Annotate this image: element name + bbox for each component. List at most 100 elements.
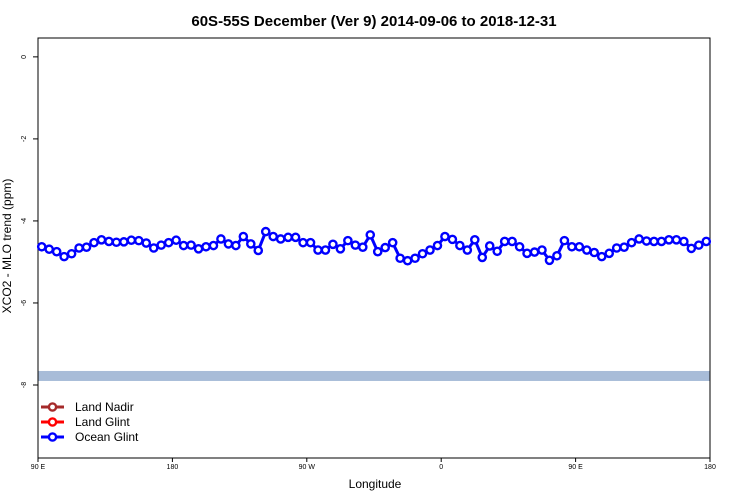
legend-marker: [47, 417, 58, 427]
data-point: [133, 235, 144, 246]
data-point: [455, 240, 465, 251]
data-point: [126, 235, 137, 246]
data-point: [440, 231, 450, 242]
data-point: [59, 251, 69, 262]
data-point: [626, 237, 637, 248]
y-tick-label: -8: [21, 382, 28, 388]
data-point: [484, 241, 495, 251]
data-point: [350, 240, 361, 250]
y-tick-label: -4: [21, 218, 28, 224]
x-axis-label: Longitude: [349, 477, 402, 491]
x-tick-label: 90 E: [568, 464, 583, 471]
data-point: [343, 235, 353, 246]
data-point: [499, 236, 510, 247]
x-tick-label: 180: [704, 464, 716, 471]
data-point: [596, 251, 607, 262]
data-point: [268, 231, 279, 242]
data-point: [163, 237, 174, 248]
data-point: [44, 244, 55, 255]
data-point: [208, 240, 219, 251]
data-point: [178, 240, 189, 251]
data-point: [410, 253, 420, 264]
data-point: [507, 236, 517, 247]
data-point: [417, 248, 428, 259]
data-point: [567, 241, 577, 252]
data-point: [686, 243, 697, 254]
x-tick-label: 90 W: [299, 464, 316, 471]
data-point: [66, 248, 77, 259]
data-point: [104, 236, 114, 247]
data-point: [365, 230, 376, 240]
data-point: [656, 236, 667, 247]
data-point: [148, 243, 159, 253]
data-point: [290, 232, 301, 243]
data-point: [313, 245, 323, 255]
data-point: [679, 236, 689, 247]
x-tick-label: 0: [439, 464, 443, 471]
data-point: [193, 244, 204, 254]
data-point: [395, 253, 405, 264]
data-point: [469, 234, 480, 245]
data-point: [96, 234, 107, 245]
data-point: [589, 247, 600, 258]
data-point: [387, 237, 398, 248]
data-point: [245, 239, 256, 249]
data-point: [582, 245, 592, 255]
y-axis-label: XCO2 - MLO trend (ppm): [0, 179, 14, 314]
data-point: [36, 241, 47, 252]
data-point: [51, 246, 62, 257]
data-point: [544, 255, 555, 266]
data-point: [89, 237, 99, 248]
data-point: [634, 234, 644, 244]
data-point: [111, 237, 122, 248]
data-point: [74, 243, 84, 253]
data-point: [402, 255, 413, 266]
data-point: [641, 236, 652, 246]
data-point: [664, 234, 674, 245]
data-point: [432, 240, 443, 251]
chart-title: 60S-55S December (Ver 9) 2014-09-06 to 2…: [191, 13, 556, 30]
data-point: [171, 235, 181, 246]
data-point: [477, 252, 488, 263]
data-point: [492, 246, 503, 257]
data-point: [320, 245, 331, 255]
data-point: [223, 239, 234, 249]
data-point: [156, 240, 166, 250]
data-point: [275, 234, 286, 244]
data-point: [574, 241, 585, 252]
plot-frame: [37, 37, 711, 459]
data-point: [372, 246, 383, 257]
data-point: [238, 231, 249, 242]
legend-marker: [47, 432, 58, 442]
legend-label: Land Nadir: [75, 400, 134, 414]
data-point: [201, 241, 211, 252]
legend-marker: [47, 402, 58, 412]
x-tick-label: 180: [167, 464, 179, 471]
data-point: [283, 232, 293, 243]
data-point: [380, 242, 391, 253]
data-point: [701, 236, 712, 247]
data-point: [231, 240, 241, 251]
legend-label: Ocean Glint: [75, 430, 139, 444]
data-point: [604, 248, 615, 259]
data-point: [462, 245, 473, 255]
legend-label: Land Glint: [75, 415, 130, 429]
data-point: [552, 250, 562, 261]
data-point: [529, 247, 540, 257]
reference-band: [38, 370, 710, 381]
data-point: [298, 237, 308, 248]
data-point: [141, 238, 152, 248]
data-point: [81, 242, 92, 252]
data-point: [537, 245, 547, 255]
y-tick-label: -6: [21, 300, 28, 306]
data-point: [335, 244, 346, 254]
data-point: [671, 234, 682, 245]
data-point: [611, 243, 622, 253]
data-point: [186, 240, 196, 250]
data-point: [447, 234, 458, 245]
data-point: [260, 226, 271, 237]
data-point: [305, 237, 316, 248]
data-point: [357, 242, 368, 252]
data-point: [522, 248, 532, 259]
